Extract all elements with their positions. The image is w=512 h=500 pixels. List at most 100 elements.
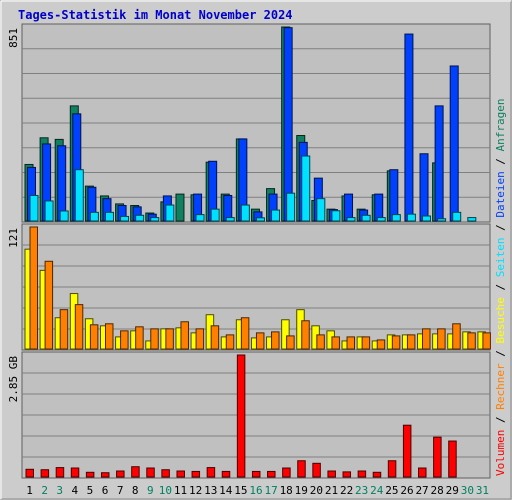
x-tick-label-day-23: 23 (355, 484, 368, 497)
bar-seiten-day-23 (361, 214, 371, 222)
bar-volumen-day-18 (282, 467, 291, 478)
x-tick-label-day-19: 19 (295, 484, 308, 497)
chart-title: Tages-Statistik im Monat November 2024 (18, 8, 293, 22)
bar-dateien-day-3 (57, 145, 67, 222)
bar-dateien-day-26 (404, 33, 414, 222)
bar-rechner-day-5 (89, 324, 99, 350)
bar-seiten-day-28 (437, 218, 447, 222)
bar-besuche-day-18 (281, 319, 290, 350)
x-tick-label-day-5: 5 (87, 484, 94, 497)
bar-seiten-day-18 (286, 192, 296, 222)
bar-rechner-day-28 (437, 328, 446, 350)
bar-seiten-day-22 (346, 217, 356, 222)
x-tick-label-day-27: 27 (415, 484, 428, 497)
bar-volumen-day-3 (55, 467, 65, 478)
bar-seiten-day-16 (255, 217, 265, 222)
x-tick-label-day-15: 15 (234, 484, 247, 497)
bar-volumen-day-8 (131, 466, 140, 478)
bar-volumen-day-19 (297, 460, 306, 478)
x-tick-label-day-17: 17 (264, 484, 277, 497)
bar-volumen-day-10 (161, 469, 170, 478)
bar-seiten-day-9 (150, 217, 160, 222)
legend-entry-rechner: Rechner (494, 363, 507, 410)
bar-volumen-day-25 (387, 460, 397, 478)
bar-seiten-day-8 (135, 214, 145, 222)
bar-volumen-day-20 (312, 462, 321, 478)
x-tick-label-day-24: 24 (370, 484, 384, 497)
bar-volumen-day-6 (100, 472, 110, 478)
bar-rechner-day-21 (331, 336, 340, 350)
legend-entry-volumen: Volumen (494, 430, 507, 476)
bar-seiten-day-27 (422, 215, 432, 222)
x-tick-label-day-13: 13 (204, 484, 217, 497)
bar-volumen-day-12 (191, 470, 201, 478)
bar-rechner-day-11 (180, 321, 189, 350)
y-max-label-top: 851 (7, 28, 20, 48)
bar-rechner-day-20 (316, 334, 325, 350)
legend-entry-dateien: Dateien (494, 171, 507, 217)
legend-separator: / (494, 410, 507, 430)
bar-rechner-day-9 (150, 328, 159, 350)
legend-separator: / (494, 218, 507, 238)
legend-separator: / (494, 151, 507, 171)
bar-volumen-day-7 (116, 470, 125, 478)
bar-seiten-day-4 (74, 169, 84, 222)
bar-seiten-day-12 (195, 214, 205, 222)
bar-seiten-day-20 (316, 198, 326, 222)
bar-rechner-day-22 (346, 336, 356, 350)
x-tick-label-day-31: 31 (476, 484, 489, 497)
x-tick-label-day-7: 7 (117, 484, 124, 497)
x-tick-label-day-3: 3 (56, 484, 63, 497)
bar-dateien-day-18 (283, 27, 293, 222)
bar-seiten-day-5 (89, 211, 99, 222)
bar-volumen-day-13 (206, 467, 216, 478)
x-tick-label-day-16: 16 (249, 484, 262, 497)
bar-rechner-day-14 (225, 334, 235, 350)
x-tick-label-day-11: 11 (174, 484, 187, 497)
bar-rechner-day-16 (255, 332, 265, 350)
legend-entry-seiten: Seiten (494, 238, 507, 278)
x-tick-label-day-18: 18 (280, 484, 293, 497)
bar-rechner-day-15 (240, 317, 250, 350)
bar-dateien-day-24 (374, 193, 384, 222)
bar-rechner-day-13 (210, 325, 220, 350)
bar-rechner-day-8 (135, 326, 144, 350)
x-tick-label-day-9: 9 (147, 484, 154, 497)
bar-volumen-day-17 (267, 470, 276, 478)
bar-seiten-day-2 (44, 200, 54, 222)
legend-separator: / (494, 277, 507, 297)
x-tick-label-day-20: 20 (310, 484, 323, 497)
legend-separator: / (494, 344, 507, 364)
x-tick-label-day-29: 29 (446, 484, 459, 497)
legend: Volumen / Rechner / Besuche / Seiten / D… (494, 98, 507, 476)
bar-seiten-day-29 (452, 211, 462, 222)
bar-volumen-day-14 (221, 470, 231, 478)
x-tick-label-day-25: 25 (385, 484, 398, 497)
x-tick-label-day-8: 8 (132, 484, 139, 497)
bar-rechner-day-27 (422, 328, 431, 350)
bar-seiten-day-17 (271, 209, 281, 222)
bar-seiten-day-30 (467, 217, 477, 222)
bar-seiten-day-15 (240, 204, 250, 222)
bar-rechner-day-3 (59, 309, 69, 350)
bar-rechner-day-17 (271, 331, 280, 350)
bar-rechner-day-25 (391, 335, 401, 350)
bar-anfragen-day-11 (175, 193, 185, 222)
x-tick-label-day-10: 10 (159, 484, 172, 497)
bar-seiten-day-14 (225, 217, 235, 222)
y-max-label-middle: 121 (7, 228, 20, 248)
bar-rechner-day-6 (104, 323, 114, 350)
bar-rechner-day-18 (286, 335, 295, 350)
bar-rechner-day-23 (361, 336, 371, 350)
bar-seiten-day-10 (165, 204, 175, 222)
bar-volumen-day-9 (146, 467, 155, 478)
bar-rechner-day-31 (482, 332, 491, 350)
bar-volumen-day-4 (70, 467, 80, 478)
x-tick-label-day-12: 12 (189, 484, 202, 497)
bar-volumen-day-11 (176, 470, 185, 478)
bar-dateien-day-28 (434, 105, 444, 222)
bar-dateien-day-29 (449, 65, 459, 222)
bar-volumen-day-24 (372, 471, 382, 478)
bar-rechner-day-7 (120, 330, 129, 350)
